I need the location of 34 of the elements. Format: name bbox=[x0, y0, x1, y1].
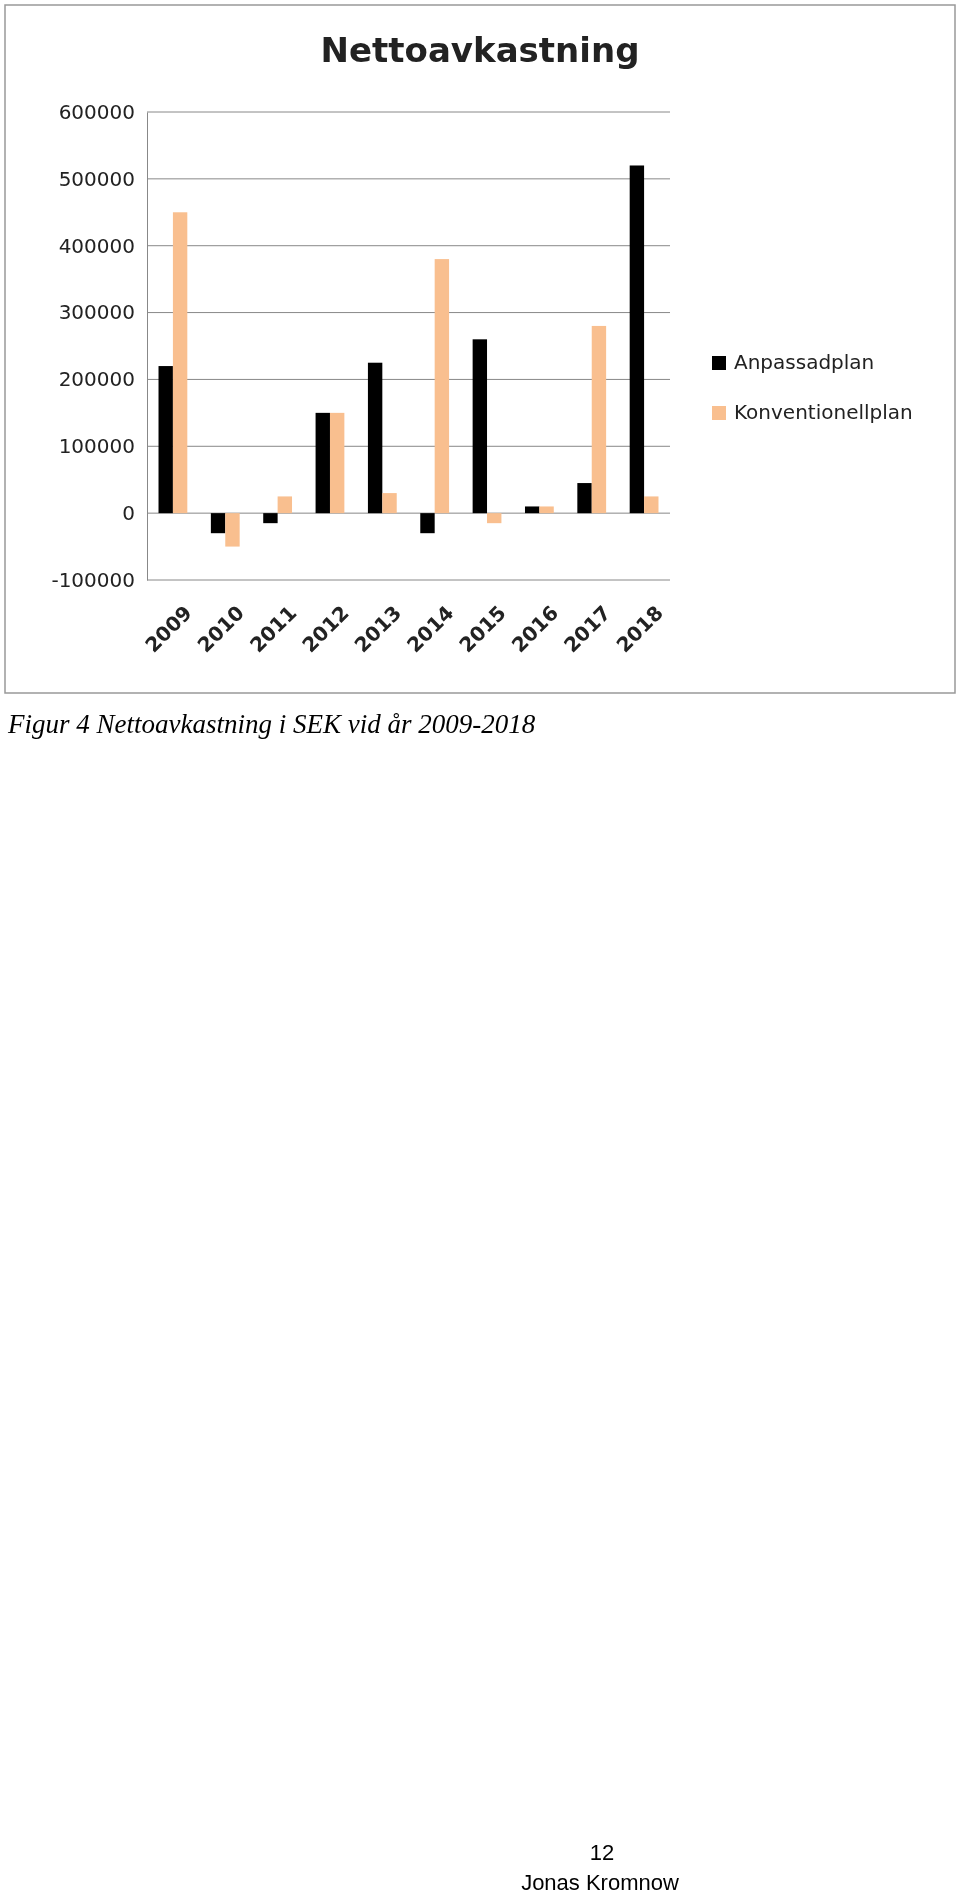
text: Figur 4 Nettoavkastning i SEK vid år 2009-2018 bbox=[7, 709, 536, 739]
y-tick-label: 0 bbox=[122, 501, 135, 526]
y-tick-label: 400000 bbox=[58, 233, 135, 258]
bar bbox=[577, 483, 592, 514]
bar bbox=[172, 212, 188, 514]
bar bbox=[315, 412, 330, 514]
y-tick-label: 500000 bbox=[58, 166, 135, 191]
y-tick-label: 600000 bbox=[58, 99, 135, 124]
text: Jonas Kromnow bbox=[521, 1870, 679, 1895]
y-tick-label: 300000 bbox=[58, 300, 135, 325]
bar bbox=[591, 325, 607, 514]
bar bbox=[263, 513, 278, 524]
bar bbox=[158, 366, 173, 514]
bar bbox=[420, 513, 435, 534]
y-tick-label: -100000 bbox=[51, 567, 135, 592]
legend-label: Anpassadplan bbox=[734, 350, 875, 374]
bar bbox=[367, 362, 383, 514]
legend-label: Konventionellplan bbox=[734, 400, 913, 424]
bar bbox=[329, 412, 345, 514]
bar bbox=[472, 339, 488, 514]
y-tick-label: 100000 bbox=[58, 434, 135, 459]
bar bbox=[524, 506, 540, 514]
bar bbox=[434, 259, 450, 514]
bar bbox=[487, 513, 502, 524]
y-tick-label: 200000 bbox=[58, 367, 135, 392]
bar bbox=[225, 513, 240, 547]
bar bbox=[210, 513, 226, 534]
chart-title: Nettoavkastning bbox=[320, 30, 640, 70]
bar bbox=[539, 506, 554, 514]
bar bbox=[644, 496, 659, 514]
text: 12 bbox=[589, 1840, 615, 1865]
bar bbox=[277, 496, 293, 514]
bar bbox=[629, 165, 645, 514]
bar bbox=[382, 493, 397, 514]
